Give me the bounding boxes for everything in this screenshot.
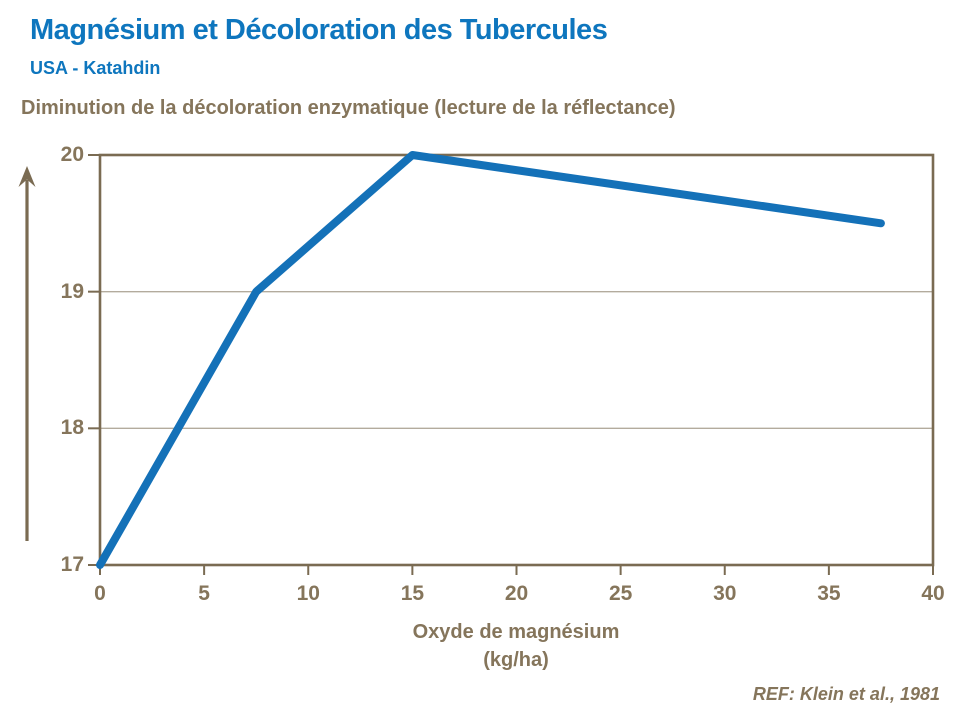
- x-tick-label-15: 15: [400, 582, 425, 605]
- x-tick-label-30: 30: [713, 582, 737, 605]
- data-line: [96, 151, 885, 569]
- x-tick-label-20: 20: [504, 582, 529, 605]
- up-arrow-head-icon: [18, 166, 36, 187]
- x-tick-label-40: 40: [921, 582, 945, 605]
- x-tick-label-10: 10: [296, 582, 320, 605]
- x-axis-title: Oxyde de magnésium (kg/ha): [316, 618, 716, 674]
- chart-heading: Diminution de la décoloration enzymatiqu…: [21, 97, 676, 119]
- slide-title: Magnésium et Décoloration des Tubercules: [30, 14, 608, 46]
- x-tick-label-35: 35: [817, 582, 841, 605]
- x-tick-label-5: 5: [198, 582, 210, 605]
- y-tick-label-20: 20: [60, 143, 84, 166]
- x-axis-title-line2: (kg/ha): [483, 649, 549, 671]
- x-axis-title-line1: Oxyde de magnésium: [412, 621, 620, 643]
- y-tick-label-17: 17: [60, 553, 84, 576]
- y-tick-label-19: 19: [60, 279, 84, 303]
- x-tick-label-0: 0: [94, 582, 106, 605]
- reference-citation: REF: Klein et al., 1981: [752, 684, 940, 704]
- slide-subtitle: USA - Katahdin: [30, 58, 161, 78]
- x-tick-label-25: 25: [608, 582, 633, 605]
- y-tick-label-18: 18: [60, 416, 84, 440]
